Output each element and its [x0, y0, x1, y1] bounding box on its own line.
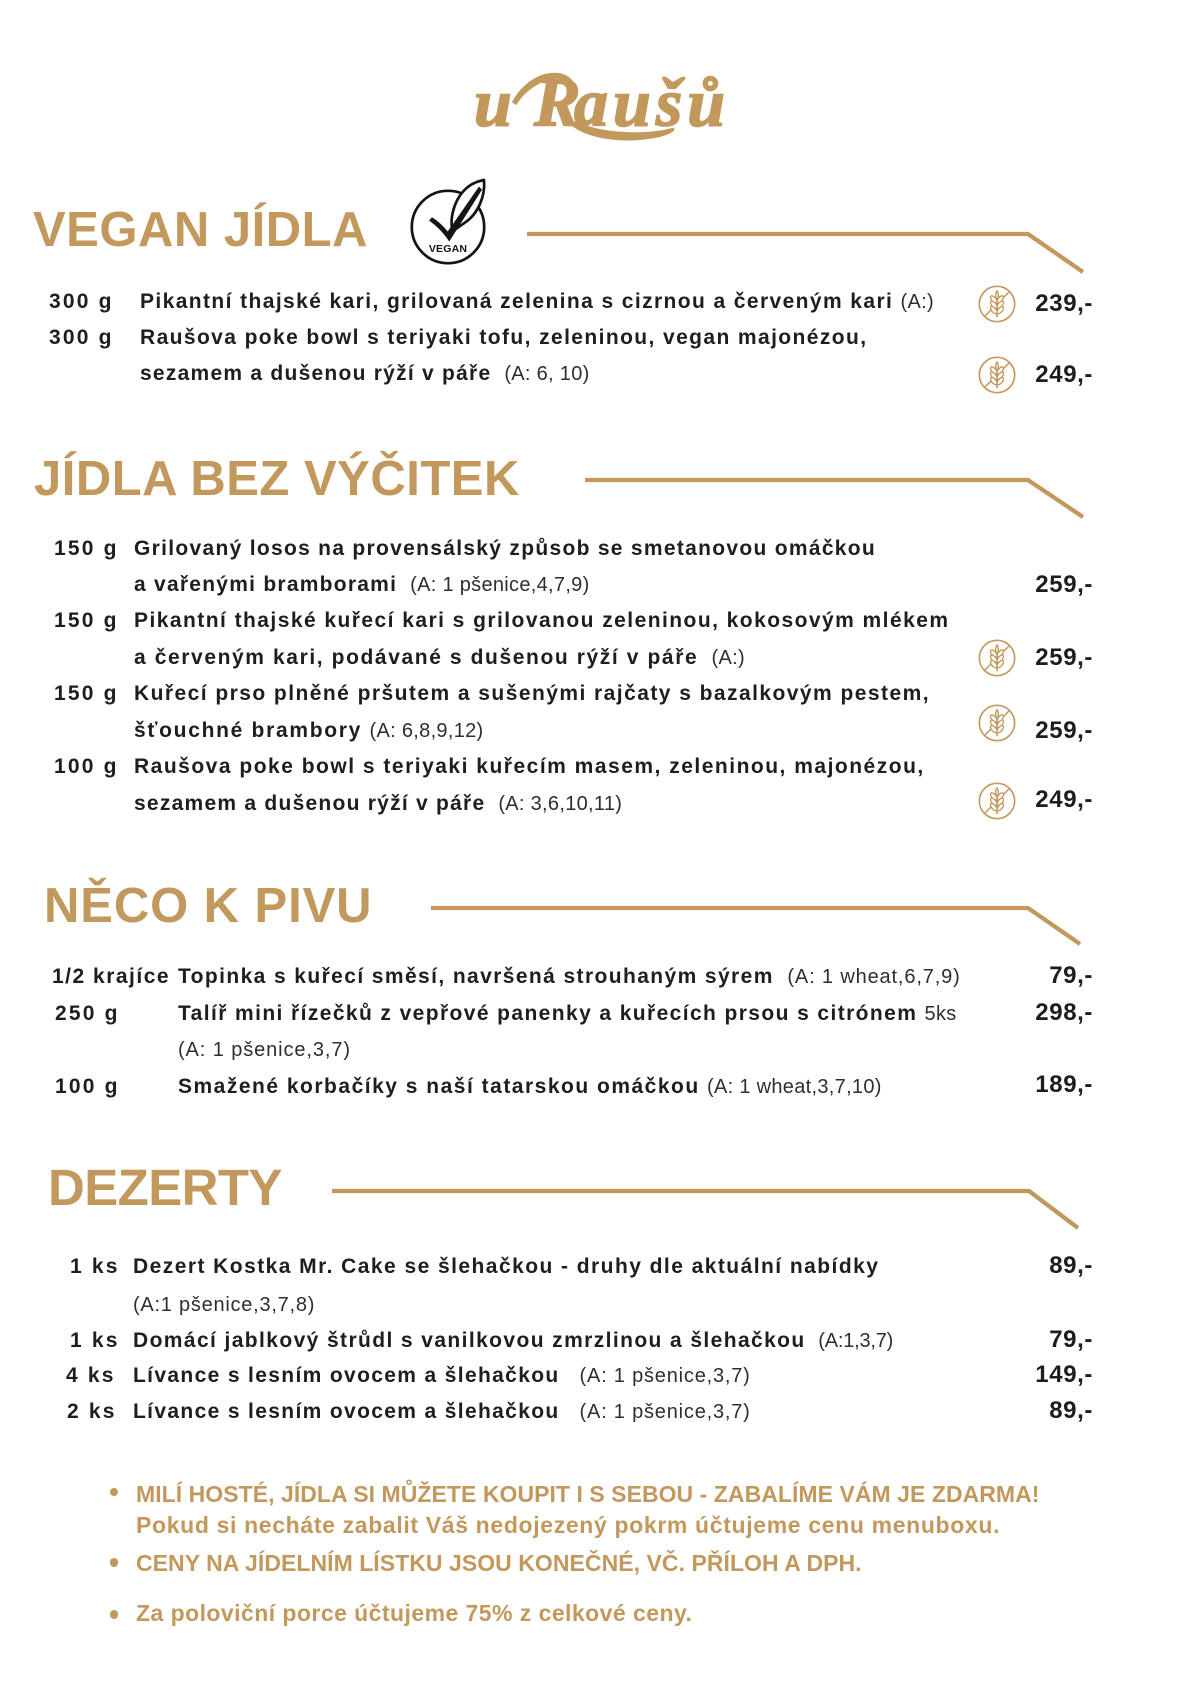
svg-text:aušů: aušů: [574, 65, 730, 141]
svg-text:u: u: [474, 65, 512, 141]
